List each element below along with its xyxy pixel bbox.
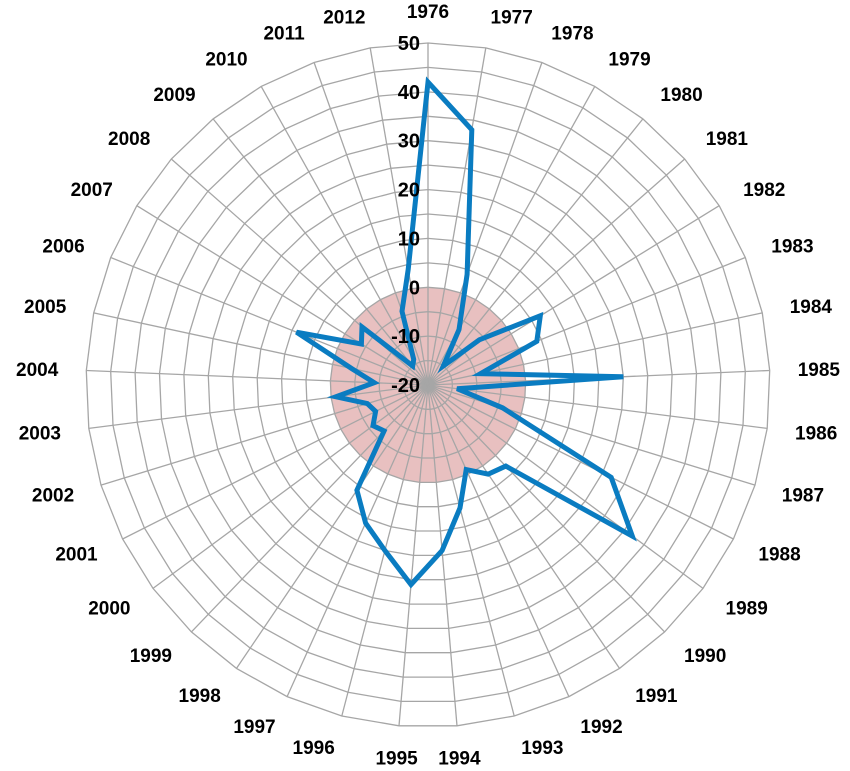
category-label: 2004 [16,360,59,381]
category-label: 1986 [795,424,837,445]
grid-ring [134,91,722,678]
category-label: 1983 [771,237,813,258]
category-label: 2010 [205,50,247,71]
spoke [212,118,429,386]
radial-tick-label: 50 [398,33,420,55]
spoke [427,47,487,386]
spoke [427,384,704,589]
radial-tick-label: 0 [409,277,420,299]
spoke [427,205,720,386]
spoke [286,384,429,697]
grid-ring [354,311,502,459]
spoke [427,256,746,386]
spoke [427,384,515,717]
category-label: 2012 [323,7,365,28]
spoke [110,256,429,386]
grid-ring [329,286,527,484]
spoke [427,384,666,633]
category-label: 1989 [726,598,768,619]
category-label: 1980 [660,85,702,106]
category-label: 1996 [293,738,335,759]
radial-tick-label: 10 [398,228,420,250]
category-label: 2002 [32,486,74,507]
category-label: 1978 [551,23,593,44]
grid-ring [207,164,649,605]
spoke [427,384,570,697]
grid-ring [110,66,746,703]
category-label: 1997 [233,717,275,738]
series-line [295,76,637,589]
category-label: 2005 [24,297,67,318]
category-label: 2011 [263,23,305,44]
category-label: 1988 [758,544,800,565]
category-label: 2008 [108,129,150,150]
spoke [427,384,458,726]
category-labels: 1976 1977 1978 1979 1980 1981 1982 1983 1984 1985… [16,2,840,770]
category-label: 2006 [42,237,84,258]
grid-ring [183,140,673,630]
category-label: 1985 [798,360,841,381]
radial-tick-label: 40 [398,82,420,104]
radial-tick-label: -10 [391,326,420,348]
grid-ring [378,335,478,435]
spoke [152,384,429,589]
spoke [369,47,429,386]
spoke [136,205,429,386]
radar-grid [85,42,771,727]
category-label: 1990 [684,646,726,667]
category-label: 1987 [782,486,824,507]
grid-ring [280,237,576,532]
category-label: 2003 [19,424,61,445]
category-label: 1984 [790,297,833,318]
category-label: 2009 [153,85,195,106]
spoke [427,384,768,430]
spoke [260,86,429,386]
spoke [427,384,734,540]
radial-tick-label: 30 [398,131,420,153]
spoke [88,384,429,430]
category-label: 2007 [71,180,113,201]
radial-tick-labels: -20 -10 0 10 20 30 40 50 [391,33,420,397]
category-label: 1995 [375,749,418,770]
category-label: 1999 [130,646,172,667]
category-label: 1982 [743,180,785,201]
category-label: 1977 [491,7,533,28]
spoke [190,384,429,633]
grid-ring [256,213,600,557]
category-label: 1998 [179,686,221,707]
spoke [427,384,621,669]
grid-ring [402,359,454,410]
grid-ring [158,115,698,654]
category-label: 2000 [88,598,130,619]
category-label: 1979 [608,50,650,71]
category-label: 1981 [706,129,749,150]
spoke [100,384,429,486]
category-label: 1992 [580,717,622,738]
category-label: 1994 [438,749,481,770]
spoke [235,384,429,669]
spoke [427,118,644,386]
category-label: 1993 [521,738,563,759]
grid-ring [232,188,624,581]
spoke [398,384,429,726]
category-label: 1991 [635,686,678,707]
spoke [93,312,429,386]
grid-ring [85,42,771,727]
spoke [427,62,543,386]
category-label: 1976 [407,2,449,23]
grid-ring [305,262,551,508]
radar-spokes [86,43,770,726]
radial-tick-label: -20 [391,375,420,397]
category-label: 2001 [55,544,98,565]
radial-tick-label: 20 [398,180,420,202]
